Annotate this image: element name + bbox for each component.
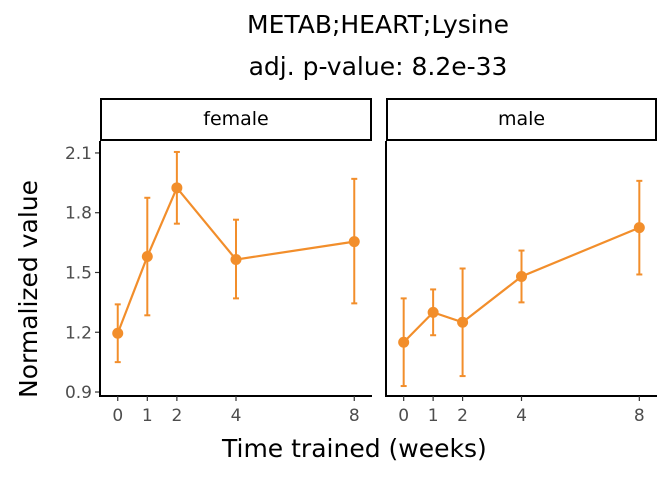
x-tick-label: 4 [231, 406, 242, 426]
x-tick-label: 4 [516, 406, 527, 426]
data-point [230, 254, 242, 266]
facet-strip-male: male [386, 98, 657, 141]
data-point [427, 306, 439, 318]
x-axis-title: Time trained (weeks) [222, 434, 487, 463]
x-tick-label: 1 [428, 406, 439, 426]
x-tick-label: 2 [457, 406, 468, 426]
x-tick-label: 8 [634, 406, 645, 426]
y-tick-label: 1.8 [65, 204, 92, 224]
y-tick-label: 2.1 [65, 144, 92, 164]
y-tick-label: 1.2 [65, 323, 92, 343]
x-tick-label: 1 [142, 406, 153, 426]
data-point [633, 222, 645, 234]
data-point [457, 316, 469, 328]
x-tick-label: 0 [398, 406, 409, 426]
data-point [348, 236, 360, 248]
x-tick-label: 0 [112, 406, 123, 426]
chart-title: METAB;HEART;Lysine [247, 10, 509, 39]
data-point [398, 336, 410, 348]
y-axis-title: Normalized value [14, 179, 43, 398]
y-tick-label: 0.9 [65, 383, 92, 403]
facet-label-male: male [497, 108, 546, 130]
y-tick-label: 1.5 [65, 263, 92, 283]
chart-subtitle: adj. p-value: 8.2e-33 [248, 52, 508, 81]
x-tick-label: 2 [171, 406, 182, 426]
facet-label-female: female [203, 108, 269, 130]
x-tick-label: 8 [349, 406, 360, 426]
data-point [141, 251, 153, 263]
data-point [112, 327, 124, 339]
data-point [171, 182, 183, 194]
data-point [516, 270, 527, 282]
facet-strip-female: female [100, 98, 372, 141]
